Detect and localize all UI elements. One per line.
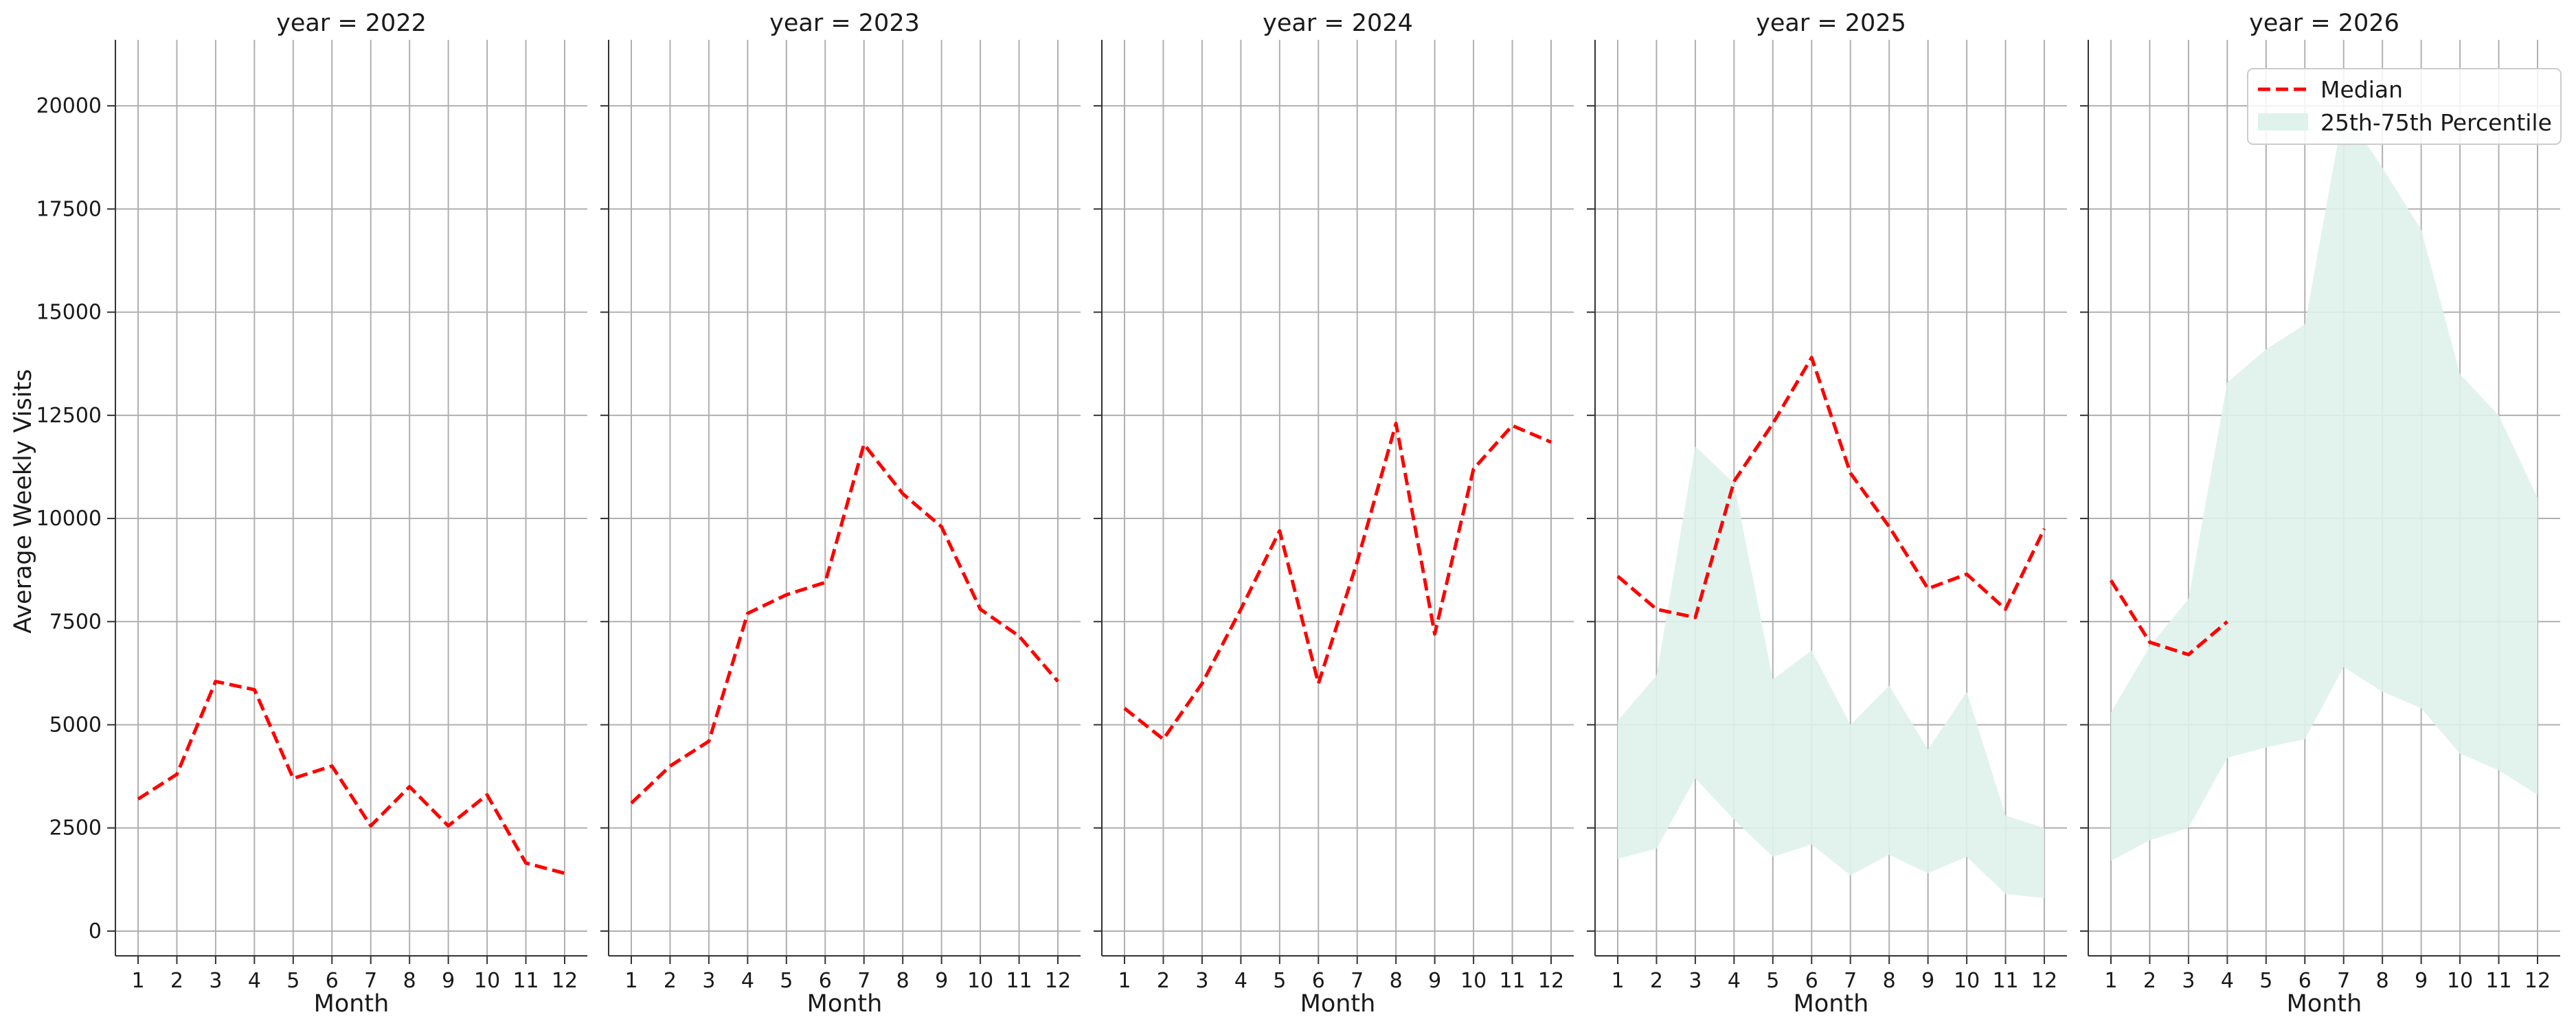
x-tick-label: 9	[442, 969, 455, 993]
x-tick-label: 5	[1766, 969, 1779, 993]
x-tick-label: 3	[1195, 969, 1208, 993]
x-tick-label: 1	[2104, 969, 2117, 993]
y-tick-label: 5000	[49, 713, 102, 737]
median-line	[2109, 579, 2229, 656]
x-tick-label: 4	[248, 969, 261, 993]
x-tick-label: 12	[2524, 969, 2551, 993]
legend: Median 25th-75th Percentile	[2247, 68, 2562, 145]
x-tick-label: 12	[1045, 969, 1071, 993]
x-tick-label: 5	[286, 969, 300, 993]
x-tick-label: 10	[967, 969, 993, 993]
x-axis-label: Month	[314, 990, 389, 1018]
y-axis-label: Average Weekly Visits	[10, 369, 37, 633]
x-tick-label: 8	[896, 969, 909, 993]
legend-band-label: 25th-75th Percentile	[2320, 109, 2552, 136]
y-tick-label: 12500	[36, 404, 102, 428]
x-tick-label: 11	[2485, 969, 2511, 993]
y-tick-label: 17500	[36, 197, 102, 221]
legend-median-label: Median	[2320, 76, 2403, 103]
y-tick-label: 10000	[36, 507, 102, 531]
x-axis-label: Month	[807, 990, 883, 1018]
x-tick-label: 10	[2447, 969, 2473, 993]
x-tick-label: 11	[512, 969, 539, 993]
x-tick-label: 7	[1844, 969, 1857, 993]
panel-title: year = 2024	[1263, 10, 1413, 37]
legend-band-swatch	[2258, 113, 2308, 130]
x-tick-label: 12	[2031, 969, 2057, 993]
x-tick-label: 6	[819, 969, 832, 993]
median-line	[1123, 422, 1552, 741]
panel-title: year = 2022	[276, 10, 427, 37]
panels-layer: year = 2022 0 2500 5000 7500 10000 12500 15000 1…	[36, 10, 2560, 1018]
x-tick-label: 12	[1538, 969, 1564, 993]
x-axis-label: Month	[1300, 990, 1376, 1018]
x-tick-label: 8	[1390, 969, 1403, 993]
x-tick-label: 5	[780, 969, 793, 993]
median-line	[630, 442, 1059, 805]
x-tick-label: 5	[1273, 969, 1286, 993]
x-tick-label: 1	[624, 969, 637, 993]
x-tick-label: 4	[741, 969, 754, 993]
x-tick-label: 2	[1650, 969, 1663, 993]
x-tick-label: 6	[1312, 969, 1325, 993]
x-tick-label: 3	[209, 969, 222, 993]
x-tick-label: 11	[1006, 969, 1032, 993]
x-tick-label: 7	[857, 969, 870, 993]
x-tick-label: 4	[1234, 969, 1247, 993]
x-tick-label: 5	[2259, 969, 2272, 993]
x-tick-label: 8	[1883, 969, 1896, 993]
median-line	[137, 679, 565, 876]
y-tick-label: 15000	[36, 301, 102, 325]
x-tick-label: 10	[1954, 969, 1980, 993]
y-tick-label: 2500	[49, 816, 102, 840]
y-tick-label: 0	[89, 919, 102, 943]
x-tick-label: 4	[1728, 969, 1741, 993]
x-tick-label: 8	[2376, 969, 2389, 993]
x-tick-label: 11	[1992, 969, 2018, 993]
x-tick-label: 12	[552, 969, 578, 993]
x-tick-label: 1	[1118, 969, 1131, 993]
panel-title: year = 2025	[1756, 10, 1906, 37]
x-tick-label: 1	[1611, 969, 1624, 993]
x-tick-label: 6	[1805, 969, 1818, 993]
x-tick-label: 7	[364, 969, 377, 993]
x-tick-label: 3	[702, 969, 715, 993]
x-tick-label: 3	[2182, 969, 2195, 993]
x-tick-label: 7	[2337, 969, 2350, 993]
x-axis-label: Month	[1794, 990, 1869, 1018]
panel-title: year = 2023	[769, 10, 920, 37]
x-tick-label: 6	[326, 969, 339, 993]
x-tick-label: 1	[131, 969, 144, 993]
x-axis-label: Month	[2287, 990, 2362, 1018]
x-tick-label: 9	[935, 969, 948, 993]
x-tick-label: 10	[1460, 969, 1487, 993]
y-tick-label: 7500	[49, 610, 102, 634]
x-tick-label: 10	[474, 969, 500, 993]
x-tick-label: 2	[170, 969, 183, 993]
x-tick-label: 2	[2143, 969, 2156, 993]
x-tick-label: 2	[1157, 969, 1170, 993]
percentile-band	[1618, 446, 2044, 898]
x-tick-label: 4	[2221, 969, 2234, 993]
panel-title: year = 2026	[2249, 10, 2399, 37]
facet-panel-1: year = 2022 0 2500 5000 7500 10000 12500 15000 1…	[36, 10, 587, 1018]
x-tick-label: 3	[1688, 969, 1702, 993]
x-tick-label: 9	[1428, 969, 1441, 993]
x-tick-label: 9	[1921, 969, 1934, 993]
y-tick-label: 20000	[36, 94, 102, 118]
x-tick-label: 2	[664, 969, 677, 993]
x-tick-label: 11	[1499, 969, 1525, 993]
x-tick-label: 8	[403, 969, 416, 993]
x-tick-label: 7	[1351, 969, 1364, 993]
percentile-band	[2111, 110, 2538, 861]
x-tick-label: 6	[2298, 969, 2312, 993]
median-line	[1616, 356, 2046, 619]
legend-frame	[2247, 68, 2562, 145]
x-tick-label: 9	[2415, 969, 2428, 993]
